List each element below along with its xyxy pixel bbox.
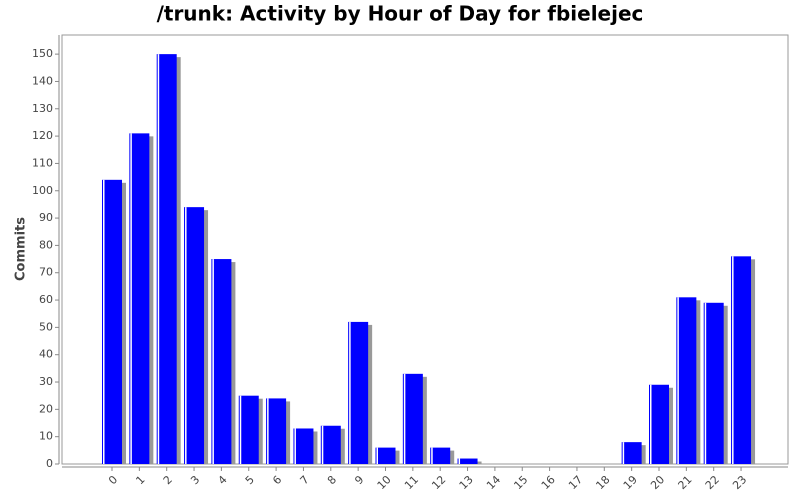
x-tick-label: 15 [511,473,530,492]
bar [211,259,232,464]
bar [102,179,122,464]
bar [457,458,478,464]
y-tick-label: 0 [46,457,53,470]
y-tick-label: 140 [32,74,53,87]
x-tick-label: 14 [484,473,503,492]
y-tick-label: 120 [32,129,53,142]
bar-highlight [130,133,132,464]
bar-highlight [376,447,378,464]
bar-highlight [185,207,187,465]
x-tick-label: 4 [216,473,230,487]
bar-highlight [704,302,707,464]
bar [676,297,697,464]
x-tick-label: 8 [325,473,339,487]
y-tick-label: 70 [39,266,53,279]
y-axis-title: Commits [14,217,29,281]
bar-highlight [349,321,351,464]
bar-highlight [103,179,105,464]
y-tick-label: 20 [39,402,53,415]
x-tick-label: 2 [161,473,175,487]
bar-highlight [321,425,324,464]
x-tick-label: 18 [593,473,612,492]
bar-highlight [212,259,214,464]
bar [731,256,752,464]
bar [703,302,724,464]
y-tick-label: 30 [39,375,53,388]
bar [375,447,396,464]
bar-highlight [650,384,652,464]
y-tick-label: 90 [39,211,53,224]
y-tick-label: 10 [39,430,53,443]
bar-highlight [157,54,160,465]
x-tick-label: 20 [648,473,667,492]
bar [238,395,259,464]
bar [129,133,150,464]
y-tick-label: 60 [39,293,53,306]
bar [348,321,369,464]
bar-highlight [458,458,461,464]
bar-highlight [677,297,679,464]
chart-title: /trunk: Activity by Hour of Day for fbie… [157,2,644,26]
bar [293,428,314,464]
y-tick-label: 40 [39,348,53,361]
x-tick-label: 11 [402,473,421,492]
x-tick-label: 23 [730,473,749,492]
bar-highlight [431,447,433,464]
y-tick-label: 150 [32,47,53,60]
x-tick-label: 1 [133,473,147,487]
x-tick-label: 5 [243,473,257,487]
x-tick-label: 12 [429,473,448,492]
bar-highlight [267,398,269,464]
x-tick-label: 19 [621,473,640,492]
bar [430,447,451,464]
x-tick-label: 22 [703,473,722,492]
x-tick-label: 9 [352,473,366,487]
y-tick-label: 110 [32,156,53,169]
bar [649,384,669,464]
bar-highlight [294,428,296,464]
x-tick-label: 6 [270,473,284,487]
y-tick-label: 50 [39,320,53,333]
y-tick-label: 130 [32,102,53,115]
y-tick-label: 100 [32,184,53,197]
x-tick-label: 3 [188,473,202,487]
x-tick-label: 17 [566,473,585,492]
bar [266,398,287,464]
x-tick-label: 16 [539,473,558,492]
bar-highlight [732,256,734,464]
bar [621,442,642,464]
bar [156,54,177,465]
x-tick-label: 21 [676,473,695,492]
x-tick-label: 13 [457,473,476,492]
x-tick-label: 0 [106,473,120,487]
x-tick-label: 7 [298,473,312,487]
bar-highlight [403,373,406,464]
bar [184,207,205,465]
y-tick-label: 80 [39,238,53,251]
bar-highlight [622,442,625,464]
x-tick-label: 10 [375,473,394,492]
bar [320,425,341,464]
bar [402,373,423,464]
bar-highlight [239,395,242,464]
